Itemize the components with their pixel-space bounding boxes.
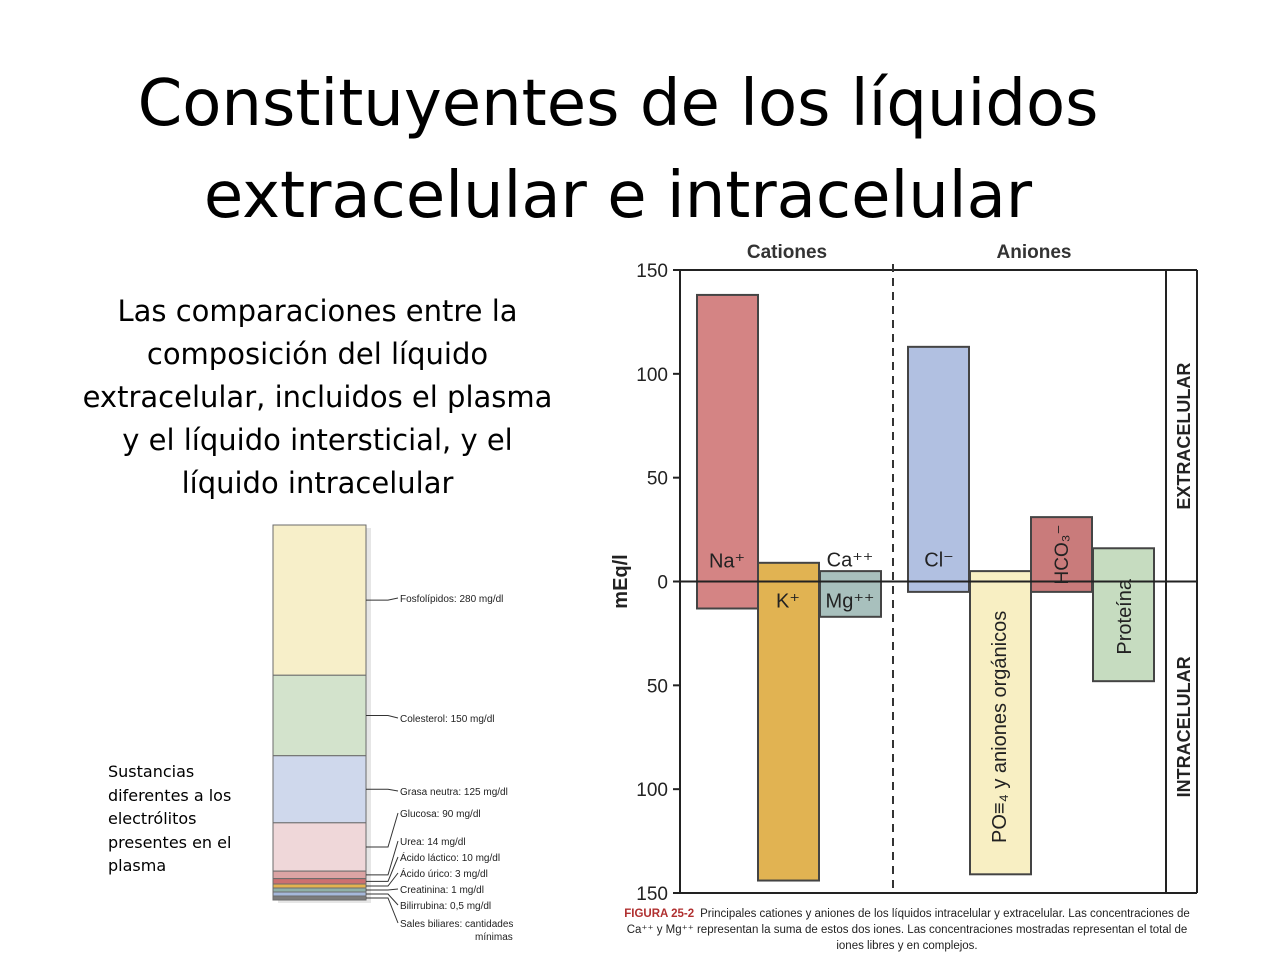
bar-label-na: Na⁺ <box>709 551 745 573</box>
plasma-segment <box>272 822 367 872</box>
caption-text: Principales cationes y aniones de los lí… <box>626 908 1190 952</box>
bar-label-cl: Cl⁻ <box>924 550 953 572</box>
plasma-leader-line <box>366 893 399 906</box>
plasma-label: Glucosa: 90 mg/dl <box>400 809 481 820</box>
plasma-segment <box>272 878 367 885</box>
y-tick-label: 50 <box>647 469 668 490</box>
y-tick-label: 0 <box>657 573 668 594</box>
plasma-segment <box>272 891 367 897</box>
plasma-leader-line <box>366 812 399 848</box>
y-axis-label: mEq/l <box>610 554 632 608</box>
plasma-label: Grasa neutra: 125 mg/dl <box>400 787 508 798</box>
bar-label-hco3: HCO₃⁻ <box>1052 525 1073 585</box>
bar-label-protein: Proteína <box>1114 578 1136 654</box>
ion-bar <box>969 570 1032 876</box>
group-label-cations: Cationes <box>747 242 827 263</box>
ion-bar <box>1092 547 1155 683</box>
bar-label-po4: PO≡₄ y aniones orgánicos <box>989 611 1011 843</box>
plasma-label: Creatinina: 1 mg/dl <box>400 885 484 896</box>
y-tick-label: 150 <box>636 884 668 905</box>
plasma-substances-figure: Fosfolípidos: 280 mg/dl Colesterol: 150 m… <box>272 524 513 943</box>
ion-bar <box>696 293 759 610</box>
plasma-label: Sales biliares: cantidades <box>400 919 513 930</box>
ion-bar <box>1030 516 1093 593</box>
plasma-segment <box>272 870 367 880</box>
plasma-label: Ácido úrico: 3 mg/dl <box>400 867 488 880</box>
slide-title-line2: extracelular e intracelular <box>203 159 1033 233</box>
ion-bar <box>819 570 882 618</box>
slide-title-line1: Constituyentes de los líquidos <box>137 67 1099 141</box>
y-tick-label: 100 <box>636 365 668 386</box>
plasma-leader-line <box>366 888 399 891</box>
plasma-label: Ácido láctico: 10 mg/dl <box>400 851 500 864</box>
bar-label-mg: Mg⁺⁺ <box>826 591 875 613</box>
plasma-segment <box>272 883 367 889</box>
region-label-extracellular: EXTRACELULAR <box>1174 363 1194 510</box>
plasma-label: Bilirrubina: 0,5 mg/dl <box>400 901 491 912</box>
ion-bar <box>757 561 820 882</box>
plasma-leader-line <box>366 597 399 601</box>
plasma-segment <box>272 755 367 824</box>
plasma-label-cont: mínimas <box>475 932 513 943</box>
y-tick-label: 150 <box>636 261 668 282</box>
plasma-label: Fosfolípidos: 280 mg/dl <box>400 594 503 605</box>
plasma-leader-line <box>366 715 399 719</box>
ion-composition-chart: 150 100 50 0 50 100 150 mEq/l Cationes Aniones EXT… <box>610 242 1198 905</box>
plasma-label: Colesterol: 150 mg/dl <box>400 714 495 725</box>
plasma-segment <box>272 887 367 893</box>
plasma-leader-line <box>366 897 399 924</box>
y-tick-label: 100 <box>636 780 668 801</box>
plasma-leader-line <box>366 788 399 792</box>
side-note: Sustancias diferentes a los electrólitos… <box>108 762 232 875</box>
plasma-leader-line <box>366 840 399 876</box>
intro-text: Las comparaciones entre la composición d… <box>82 294 553 500</box>
plasma-segment <box>272 674 367 757</box>
plasma-segment <box>272 524 367 676</box>
bar-label-ca: Ca⁺⁺ <box>827 550 874 572</box>
plasma-leader-line <box>366 872 399 887</box>
plasma-label: Urea: 14 mg/dl <box>400 837 466 848</box>
region-label-intracellular: INTRACELULAR <box>1174 656 1194 797</box>
ion-bar <box>907 345 970 593</box>
group-label-anions: Aniones <box>997 242 1072 263</box>
plasma-segment <box>272 895 367 901</box>
bar-label-k: K⁺ <box>776 591 800 613</box>
figure-caption: FIGURA 25-2 Principales cationes y anione… <box>622 906 1192 954</box>
caption-figure-number: FIGURA 25-2 <box>624 908 695 920</box>
plasma-leader-line <box>366 856 399 882</box>
y-tick-label: 50 <box>647 676 668 697</box>
slide-title: Constituyentes de los líquidos extracelu… <box>0 58 1236 242</box>
